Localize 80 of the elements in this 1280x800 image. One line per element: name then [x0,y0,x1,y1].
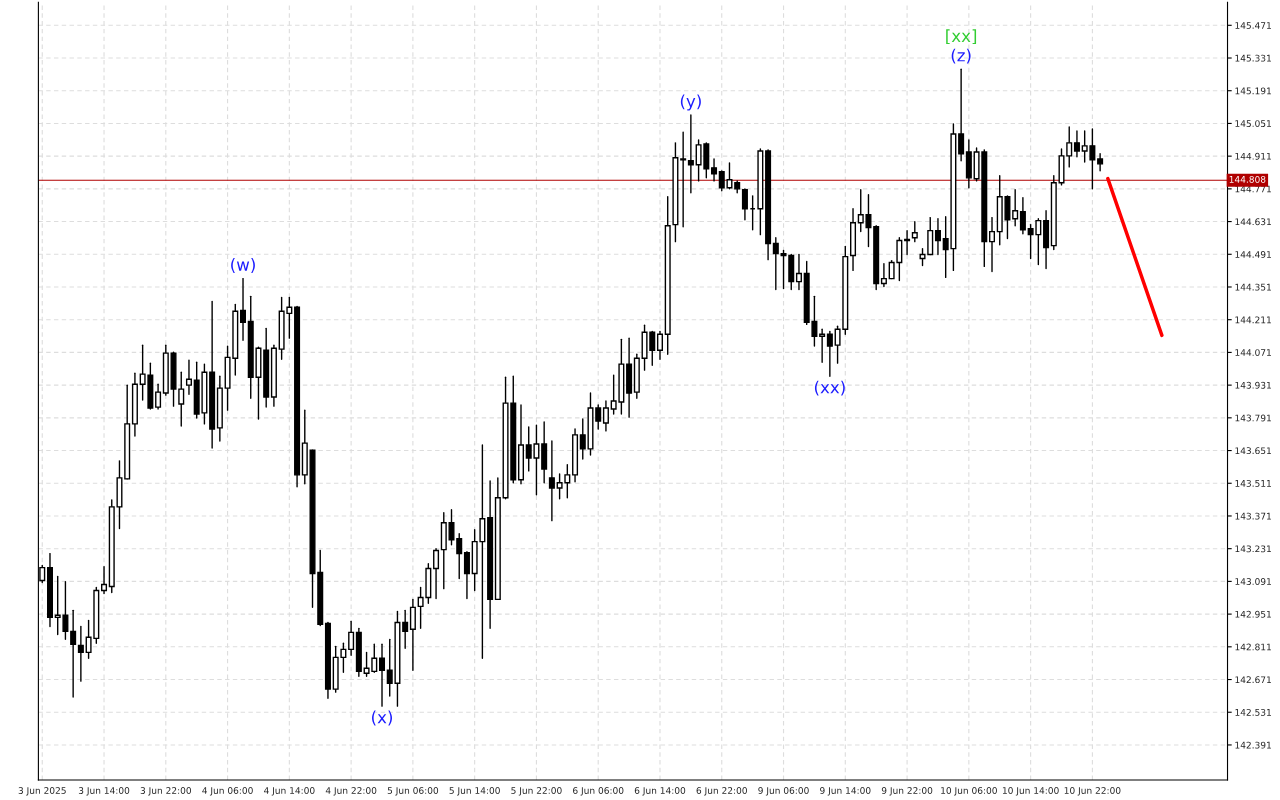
y-tick-label: 144.351 [1235,283,1271,291]
candlestick [1073,130,1080,158]
y-tick-label: 144.071 [1235,349,1271,356]
candlestick [70,609,77,698]
x-tick-label: 9 Jun 14:00 [820,787,871,796]
candlestick [741,188,748,221]
y-tick-label: 143.091 [1235,578,1271,585]
annotation: [xx] [946,29,977,45]
candlestick [656,330,663,360]
annotation: (x) [372,710,393,726]
annotation: (y) [680,94,701,111]
candlestick [402,609,409,649]
x-tick-label: 6 Jun 14:00 [634,787,686,796]
candlestick [1019,197,1026,235]
ref-line-label: 144.808 [1229,176,1266,183]
candlestick [101,565,108,595]
y-tick-label: 143.231 [1235,545,1271,553]
x-tick-label: 5 Jun 06:00 [387,787,439,796]
x-tick-label: 4 Jun 06:00 [202,787,253,796]
x-tick-label: 5 Jun 22:00 [511,787,562,796]
candlestick [463,551,470,600]
candlestick [548,440,555,522]
y-tick-label: 145.051 [1235,120,1271,127]
y-tick-label: 144.211 [1235,316,1271,324]
candlestick [155,383,162,410]
candlestick [819,328,826,363]
x-tick-label: 4 Jun 14:00 [263,787,315,796]
candlestick [348,620,355,656]
annotation: (xx) [814,380,845,396]
annotation: (z) [951,48,971,64]
candlestick [185,359,192,395]
candlestick [911,221,918,243]
x-tick-label: 9 Jun 06:00 [758,787,809,796]
y-tick-label: 143.651 [1235,447,1271,455]
y-tick-label: 143.791 [1235,414,1271,422]
candlestick [687,114,694,194]
candlestick [602,400,609,432]
candlestick [772,236,779,291]
y-tick-label: 144.911 [1235,152,1271,160]
y-tick-label: 145.331 [1235,54,1271,62]
x-tick-label: 5 Jun 14:00 [449,787,500,796]
candlestick [240,277,247,341]
x-tick-label: 3 Jun 14:00 [78,787,130,796]
x-tick-label: 6 Jun 06:00 [573,787,624,796]
x-tick-label: 10 Jun 06:00 [941,787,997,796]
x-tick-label: 10 Jun 22:00 [1064,787,1121,796]
candlestick [1012,189,1019,227]
y-tick-label: 144.491 [1235,251,1271,258]
candlestick [934,218,941,256]
candlestick [989,216,996,273]
x-tick-label: 3 Jun 2025 [18,787,66,796]
y-tick-label: 144.631 [1235,218,1271,226]
y-tick-label: 142.811 [1235,643,1271,651]
candlestick [378,643,386,707]
x-tick-label: 9 Jun 22:00 [881,787,933,796]
x-tick-label: 6 Jun 22:00 [696,787,747,796]
candlestick [680,131,687,228]
candlestick [77,625,84,682]
y-tick-label: 143.371 [1235,512,1271,520]
y-tick-label: 142.671 [1235,676,1271,684]
y-tick-label: 142.391 [1235,741,1271,749]
x-tick-label: 10 Jun 14:00 [1002,787,1059,796]
y-tick-label: 144.771 [1235,185,1271,193]
candlestick [958,68,965,162]
candlestick [904,229,911,256]
y-tick-label: 143.511 [1235,479,1271,487]
candlestick [795,253,802,291]
x-tick-label: 3 Jun 22:00 [140,787,192,796]
candlestick [880,262,887,288]
candlestick [433,547,440,600]
y-tick-label: 142.531 [1235,708,1271,716]
candlestick [826,330,833,377]
candlestick [409,598,416,671]
y-tick-label: 142.951 [1235,610,1271,618]
y-tick-label: 145.471 [1235,22,1271,29]
annotation: (w) [231,258,255,273]
x-tick-label: 4 Jun 22:00 [325,787,377,796]
y-tick-label: 143.931 [1235,381,1271,389]
y-tick-label: 145.191 [1235,87,1271,95]
candlestick [711,158,718,182]
